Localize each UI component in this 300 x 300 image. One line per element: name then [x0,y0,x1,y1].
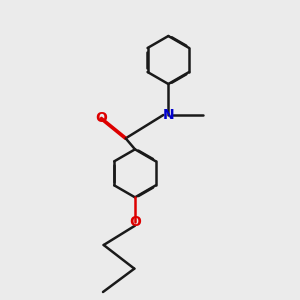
Text: N: N [163,108,174,122]
Text: O: O [95,111,107,125]
Text: O: O [129,215,141,229]
